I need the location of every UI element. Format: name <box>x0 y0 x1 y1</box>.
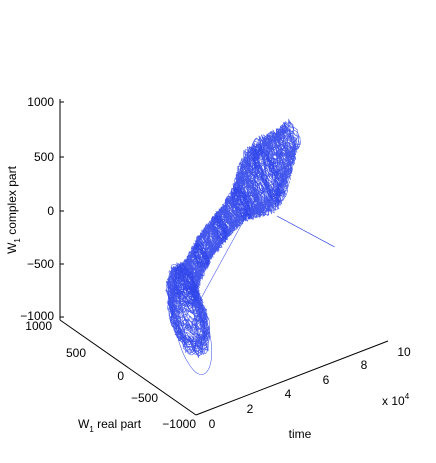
trajectory-line-segment <box>166 118 295 354</box>
x-axis-label: time <box>289 427 312 441</box>
y-tick-label: 500 <box>66 346 86 360</box>
z-tick-label: 1000 <box>27 95 54 109</box>
y-axis-line <box>59 319 197 416</box>
trajectory-series <box>165 118 335 375</box>
z-label-sub: 1 <box>13 238 22 243</box>
z-label-main: W <box>5 242 19 254</box>
y-tick-label: 1000 <box>25 319 52 333</box>
x-tick-label: 2 <box>247 402 254 416</box>
y-label-main: W <box>78 417 90 431</box>
y-label-rest: real part <box>94 417 142 431</box>
y-tick-label: −500 <box>131 391 158 405</box>
y-axis-label: W1 real part <box>78 417 142 434</box>
x-multiplier-exponent: 4 <box>405 392 410 401</box>
y-axis-ticks: 1000 500 0 −500 −1000 <box>25 319 196 431</box>
z-axis-label: W1 complex part <box>5 165 22 253</box>
z-tick-label: −1000 <box>20 309 54 323</box>
x-axis-multiplier: x 104 <box>382 392 410 408</box>
x-tick-label: 10 <box>397 345 411 359</box>
x-tick-label: 4 <box>285 387 292 401</box>
x-tick-label: 0 <box>209 417 216 431</box>
x-axis-ticks: 0 2 4 6 8 10 <box>209 345 411 431</box>
x-tick-label: 8 <box>361 358 368 372</box>
z-axis-ticks: 1000 500 0 −500 −1000 <box>20 95 64 323</box>
trajectory-line-segment <box>211 184 254 243</box>
z-tick-label: 0 <box>47 204 54 218</box>
trajectory-tail <box>277 215 335 248</box>
y-tick-label: 0 <box>117 369 124 383</box>
y-label-sub: 1 <box>89 425 94 434</box>
x-axis-line <box>195 340 389 416</box>
x-multiplier-base: x 10 <box>382 394 405 408</box>
trajectory-line-segment <box>246 120 302 208</box>
y-tick-label: −1000 <box>162 417 196 431</box>
z-tick-label: 500 <box>34 150 54 164</box>
x-tick-label: 6 <box>323 373 330 387</box>
z-label-rest: complex part <box>5 165 19 238</box>
z-tick-label: −500 <box>27 257 54 271</box>
